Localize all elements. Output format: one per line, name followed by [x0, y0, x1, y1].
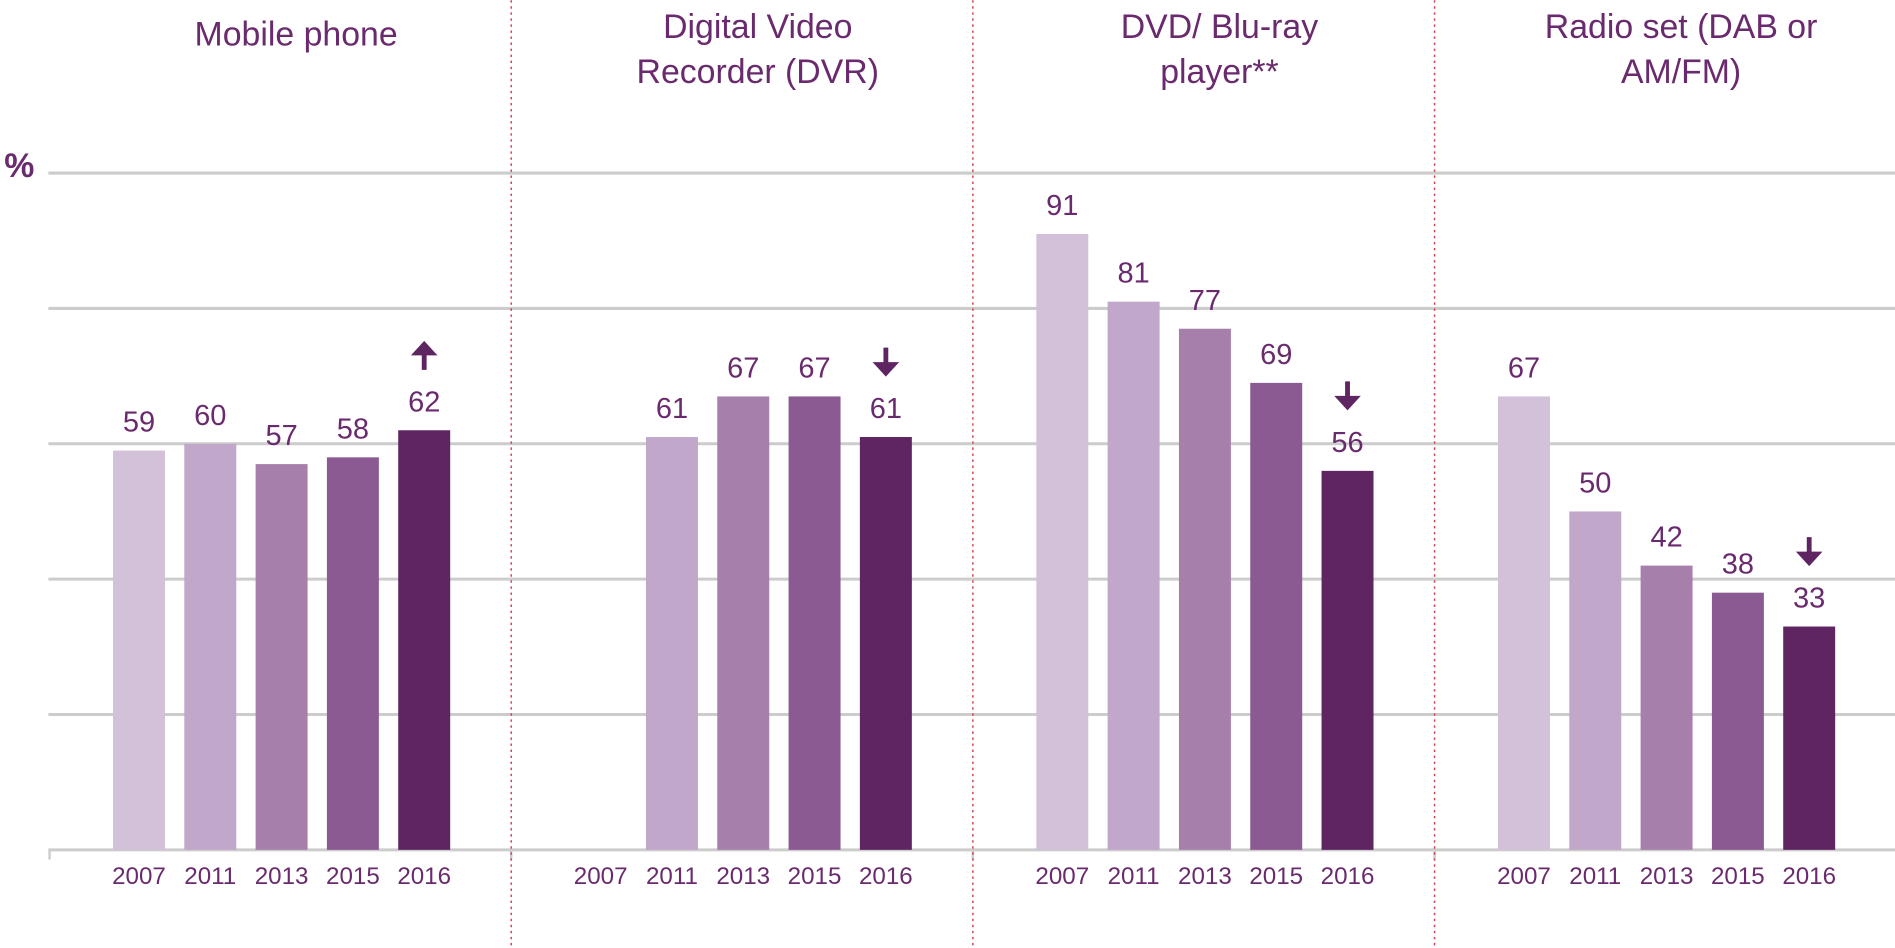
- bar: [1569, 511, 1622, 850]
- x-tick-label: 2011: [646, 863, 698, 890]
- bar: [184, 443, 237, 850]
- x-tick-label: 2013: [1640, 863, 1694, 890]
- x-tick-label: 2011: [1569, 863, 1621, 890]
- bar: [255, 464, 308, 850]
- bar: [645, 437, 698, 850]
- value-label: 60: [194, 400, 226, 432]
- x-tick-label: 2013: [716, 863, 770, 890]
- value-label: 67: [798, 352, 830, 384]
- x-tick-label: 2015: [326, 863, 380, 890]
- panel-title: Mobile phone: [195, 15, 398, 53]
- bar: [717, 396, 770, 850]
- value-label: 81: [1117, 258, 1149, 290]
- x-tick-label: 2007: [112, 863, 166, 890]
- value-label: 62: [408, 386, 440, 418]
- value-label: 57: [265, 420, 297, 452]
- value-label: 77: [1189, 285, 1221, 317]
- value-label: 91: [1046, 190, 1078, 222]
- bar: [398, 430, 451, 850]
- panel-title: DVD/ Blu-ray: [1121, 8, 1318, 46]
- trend-arrow: [1795, 537, 1823, 567]
- value-label: 61: [870, 393, 902, 425]
- panel-title: Digital Video: [663, 8, 852, 46]
- bar: [1497, 396, 1550, 850]
- bar: [1178, 328, 1231, 850]
- panel-title: player**: [1160, 53, 1278, 91]
- x-tick-label: 2013: [1178, 863, 1232, 890]
- panel-title: Recorder (DVR): [637, 53, 879, 91]
- value-label: 69: [1260, 339, 1292, 371]
- bar: [326, 457, 379, 850]
- bar: [788, 396, 841, 850]
- bar: [1107, 301, 1160, 850]
- panel-title: AM/FM): [1621, 53, 1741, 91]
- trend-arrow: [872, 347, 900, 377]
- bar: [1783, 626, 1836, 850]
- bar: [1640, 565, 1693, 850]
- bar: [1321, 470, 1374, 850]
- value-label: 33: [1793, 583, 1825, 615]
- x-tick-label: 2011: [184, 863, 236, 890]
- bar: [1711, 592, 1764, 850]
- x-tick-label: 2007: [1497, 863, 1551, 890]
- panel-title: Radio set (DAB or: [1545, 8, 1818, 46]
- x-tick-label: 2007: [574, 863, 628, 890]
- x-tick-label: 2016: [397, 863, 451, 890]
- bar: [1250, 382, 1303, 850]
- value-label: 61: [656, 393, 688, 425]
- value-label: 38: [1722, 549, 1754, 581]
- bar: [1036, 233, 1089, 850]
- trend-arrow: [410, 340, 438, 370]
- value-label: 59: [123, 407, 155, 439]
- x-tick-label: 2007: [1035, 863, 1089, 890]
- value-label: 50: [1579, 468, 1611, 500]
- x-tick-label: 2015: [1249, 863, 1303, 890]
- x-tick-label: 2016: [1321, 863, 1375, 890]
- x-tick-label: 2015: [1711, 863, 1765, 890]
- x-tick-label: 2011: [1108, 863, 1160, 890]
- x-tick-label: 2015: [788, 863, 842, 890]
- x-tick-label: 2016: [1782, 863, 1836, 890]
- value-label: 67: [727, 352, 759, 384]
- y-axis-label: %: [4, 147, 34, 185]
- value-label: 58: [337, 413, 369, 445]
- value-label: 67: [1508, 352, 1540, 384]
- value-label: 56: [1331, 427, 1363, 459]
- bar: [112, 450, 165, 850]
- bar: [859, 437, 912, 850]
- value-label: 42: [1650, 522, 1682, 554]
- trend-arrow: [1334, 381, 1361, 411]
- x-tick-label: 2016: [859, 863, 913, 890]
- x-tick-label: 2013: [255, 863, 309, 890]
